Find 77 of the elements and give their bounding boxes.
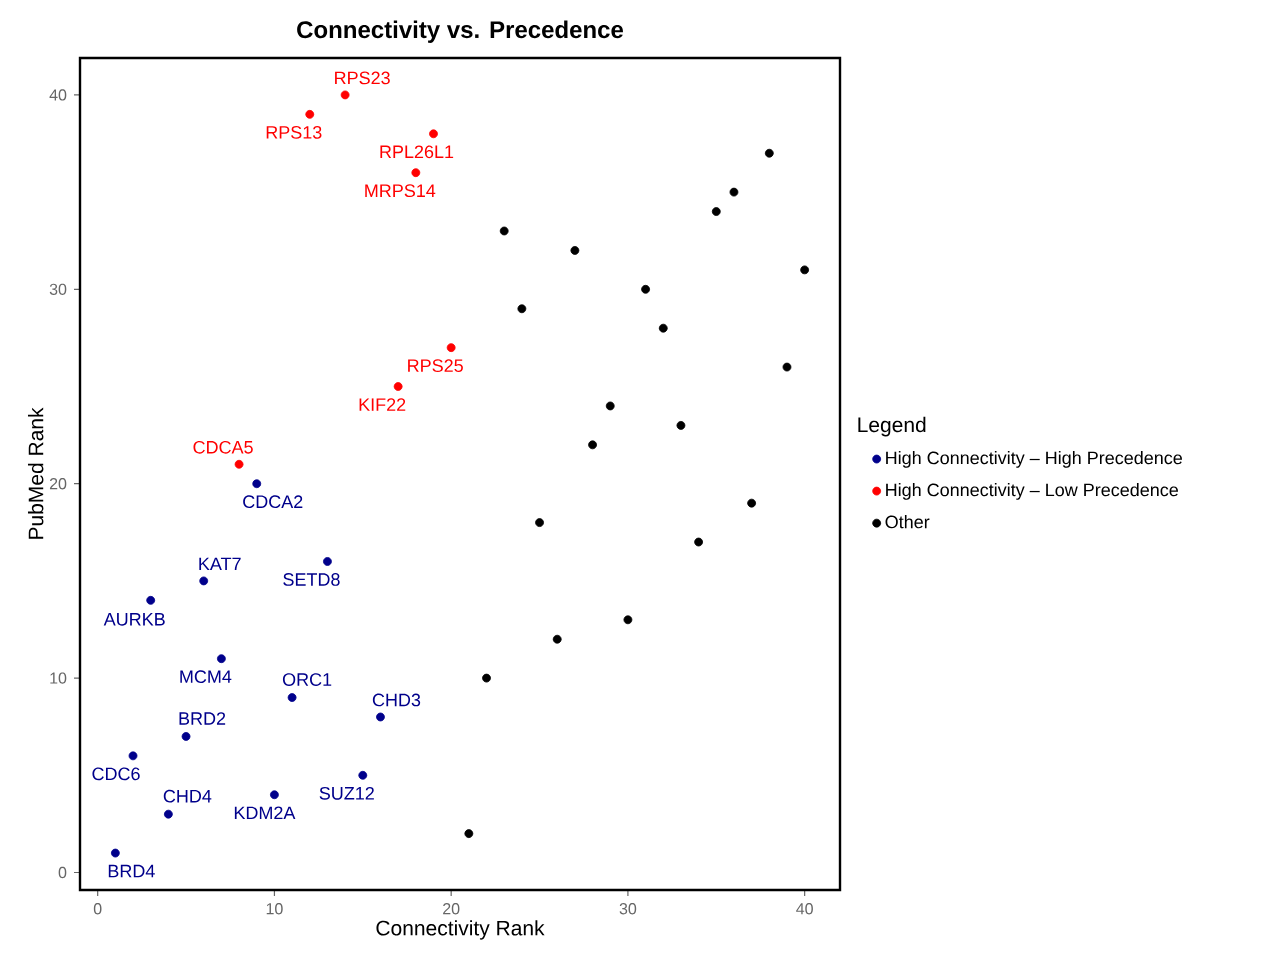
- annotation: BRD4: [108, 864, 155, 878]
- annotation: CHD3: [372, 693, 421, 707]
- point: [181, 732, 191, 741]
- annotation: RPL26L1: [380, 145, 454, 159]
- point: [588, 440, 597, 450]
- legend-label: High Connectivity – Low Precedence: [886, 483, 1178, 500]
- point: [605, 401, 615, 411]
- point: [252, 479, 262, 489]
- point: [429, 129, 438, 139]
- y-tick-label: 10: [50, 672, 67, 684]
- point: [623, 615, 633, 625]
- annotation: SETD8: [283, 573, 340, 586]
- point: [658, 323, 668, 333]
- y-tick-label: 30: [49, 283, 67, 295]
- annotation: BRD2: [179, 712, 226, 725]
- annotation: CDCA5: [193, 440, 253, 454]
- y-tick-label: 20: [49, 478, 67, 490]
- point: [764, 148, 774, 158]
- x-tick-label: 30: [619, 903, 637, 915]
- annotation: CHD4: [163, 789, 212, 803]
- point: [411, 168, 421, 178]
- point: [800, 265, 810, 275]
- point: [393, 382, 403, 391]
- annotation: RPS13: [266, 125, 322, 139]
- y-tick-label: 0: [58, 866, 67, 879]
- point: [199, 576, 209, 586]
- point: [535, 518, 544, 527]
- annotation: MCM4: [180, 670, 232, 684]
- annotation: RPS25: [408, 359, 463, 373]
- point: [217, 654, 226, 664]
- annotation: KAT7: [199, 557, 241, 571]
- point: [464, 829, 474, 839]
- point: [323, 557, 332, 566]
- annotation: MRPS14: [365, 184, 436, 198]
- annotation: CDC6: [92, 767, 140, 781]
- point: [163, 809, 173, 819]
- point: [747, 498, 757, 508]
- point: [340, 90, 350, 100]
- legend-label: Other: [885, 515, 930, 529]
- annotation: RPS23: [335, 71, 390, 85]
- point: [729, 187, 739, 197]
- annotation: KDM2A: [234, 806, 296, 820]
- point: [358, 770, 368, 780]
- y-axis-title: PubMed Rank: [27, 407, 44, 539]
- point: [711, 207, 721, 216]
- point: [146, 595, 156, 605]
- annotation: CDCA2: [243, 495, 303, 509]
- annotation: ORC1: [282, 673, 332, 686]
- point: [552, 634, 562, 644]
- annotation: SUZ12: [319, 786, 374, 800]
- point: [517, 304, 527, 314]
- point: [676, 420, 686, 430]
- point: [234, 459, 244, 469]
- point: [305, 109, 315, 119]
- point: [446, 343, 456, 353]
- x-tick-label: 40: [796, 903, 813, 915]
- point: [128, 751, 138, 761]
- annotation: AURKB: [103, 613, 165, 626]
- legend-label: High Connectivity – High Precedence: [886, 451, 1182, 468]
- point: [287, 693, 297, 702]
- x-axis-title: Connectivity Rank: [376, 920, 545, 940]
- point: [499, 226, 509, 236]
- point: [270, 790, 279, 800]
- annotation: KIF22: [359, 398, 406, 411]
- point: [482, 673, 491, 683]
- point: [110, 848, 120, 858]
- legend-title: Legend: [858, 416, 926, 437]
- x-tick-label: 20: [443, 903, 460, 915]
- point: [694, 537, 704, 547]
- x-tick-label: 10: [266, 903, 283, 915]
- point: [641, 284, 650, 294]
- point: [376, 712, 385, 722]
- chart-title: Connectivity vs. Precedence: [297, 20, 623, 43]
- point: [570, 246, 580, 255]
- y-tick-label: 40: [49, 89, 67, 101]
- x-tick-label: 0: [93, 903, 102, 915]
- point: [782, 362, 792, 372]
